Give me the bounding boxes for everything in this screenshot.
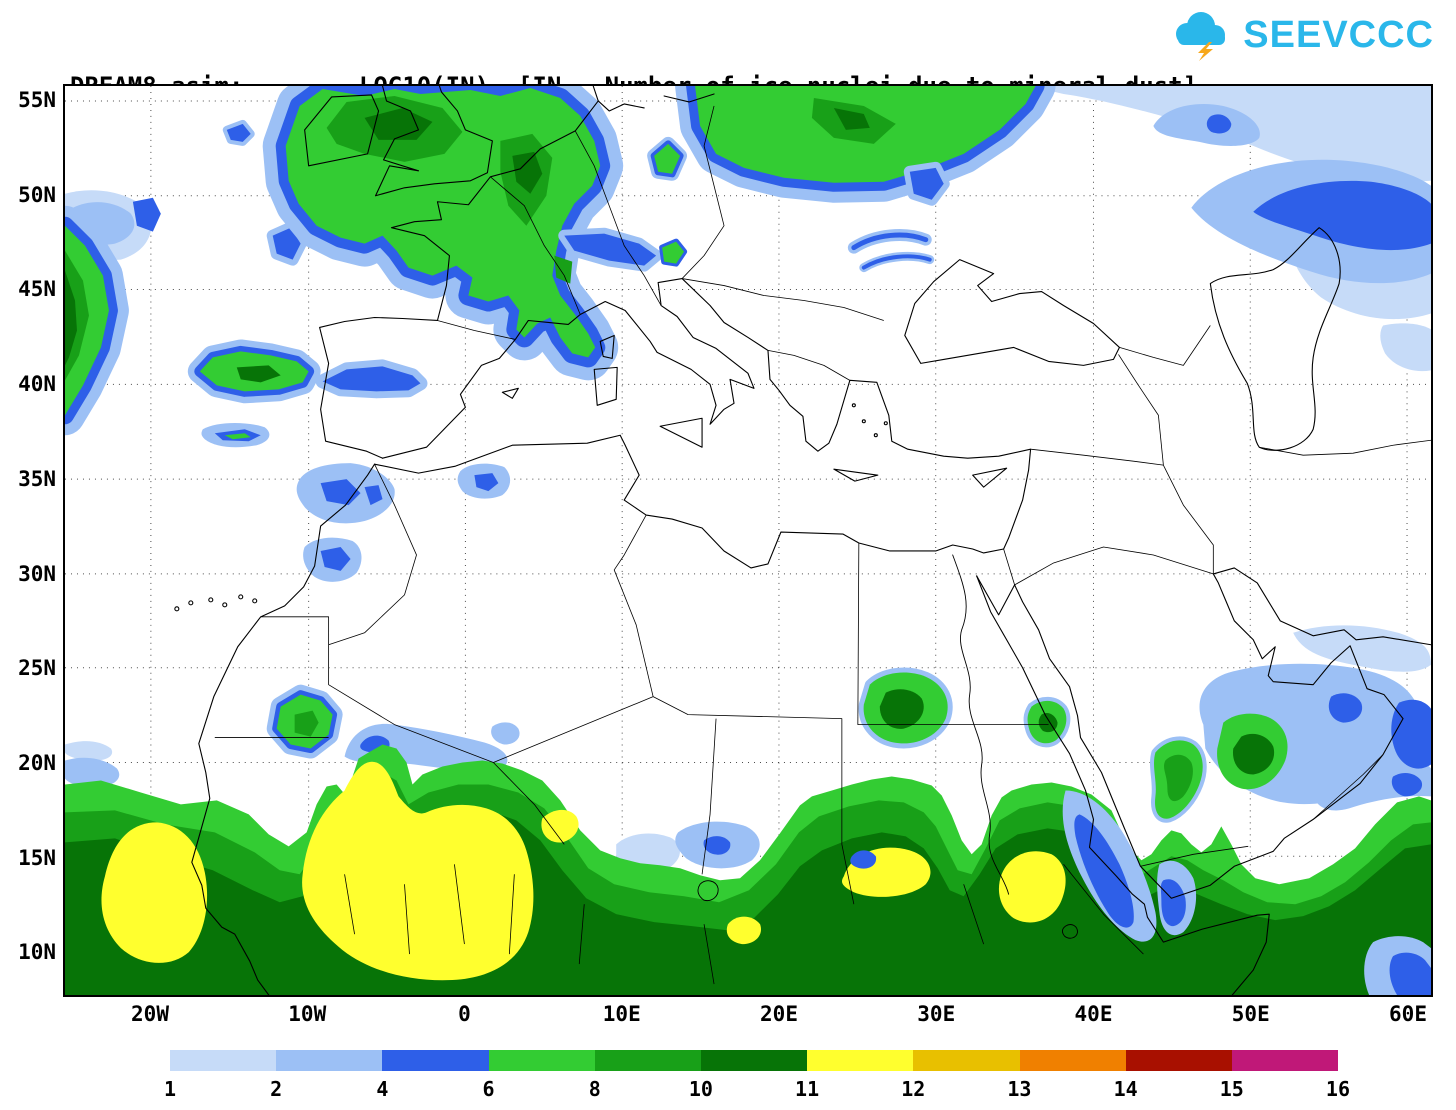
legend-label: 2 bbox=[270, 1077, 283, 1101]
x-axis-label: 20E bbox=[760, 1002, 798, 1026]
legend-label: 10 bbox=[688, 1077, 713, 1101]
x-axis-label: 0 bbox=[458, 1002, 471, 1026]
coastlines bbox=[174, 86, 1431, 995]
legend-label: 4 bbox=[376, 1077, 389, 1101]
legend-bar bbox=[170, 1050, 1339, 1071]
legend-cell bbox=[1125, 1050, 1232, 1071]
y-axis-label: 35N bbox=[18, 466, 56, 491]
y-axis-label: 20N bbox=[18, 750, 56, 775]
legend-label: 1 bbox=[163, 1077, 177, 1101]
y-axis-label: 50N bbox=[18, 182, 56, 207]
seevccc-logo: SEEVCCC bbox=[1165, 8, 1434, 62]
y-axis-label: 40N bbox=[18, 372, 56, 397]
legend-label: 14 bbox=[1113, 1077, 1138, 1101]
legend-cell bbox=[276, 1050, 383, 1071]
legend-label: 8 bbox=[588, 1077, 601, 1101]
legend-cell bbox=[1231, 1050, 1339, 1071]
y-axis-label: 55N bbox=[18, 88, 56, 112]
contour-fills bbox=[65, 86, 1431, 995]
seevccc-logo-text: SEEVCCC bbox=[1243, 13, 1434, 56]
cloud-lightning-icon bbox=[1176, 12, 1226, 61]
x-axis-label: 40E bbox=[1074, 1002, 1113, 1026]
x-axis-label: 10W bbox=[288, 1002, 327, 1026]
x-axis-label: 10E bbox=[602, 1002, 641, 1026]
x-axis-label: 30E bbox=[917, 1002, 956, 1026]
legend-label: 12 bbox=[901, 1077, 926, 1101]
y-axis-label: 45N bbox=[18, 277, 56, 302]
y-axis-label: 30N bbox=[18, 561, 56, 586]
y-axis-label: 25N bbox=[18, 656, 56, 681]
legend-cell bbox=[382, 1050, 489, 1071]
forecast-map bbox=[63, 84, 1433, 997]
legend-cell bbox=[1019, 1050, 1126, 1071]
legend-cell bbox=[170, 1050, 277, 1071]
legend-label: 13 bbox=[1007, 1077, 1032, 1101]
legend-cell bbox=[913, 1050, 1020, 1071]
x-axis-label: 20W bbox=[131, 1002, 169, 1026]
y-axis-label: 10N bbox=[18, 940, 56, 965]
legend-label: 15 bbox=[1219, 1077, 1244, 1101]
legend-cell bbox=[594, 1050, 701, 1071]
legend-cell bbox=[807, 1050, 914, 1071]
legend-label: 6 bbox=[482, 1077, 495, 1101]
x-axis-label: 50E bbox=[1231, 1002, 1270, 1026]
legend-label: 11 bbox=[795, 1077, 820, 1101]
legend-cell bbox=[488, 1050, 595, 1071]
legend-cell bbox=[700, 1050, 808, 1071]
x-axis-label: 60E bbox=[1389, 1002, 1427, 1026]
y-axis-label: 15N bbox=[18, 845, 56, 870]
legend-label: 16 bbox=[1325, 1077, 1351, 1101]
